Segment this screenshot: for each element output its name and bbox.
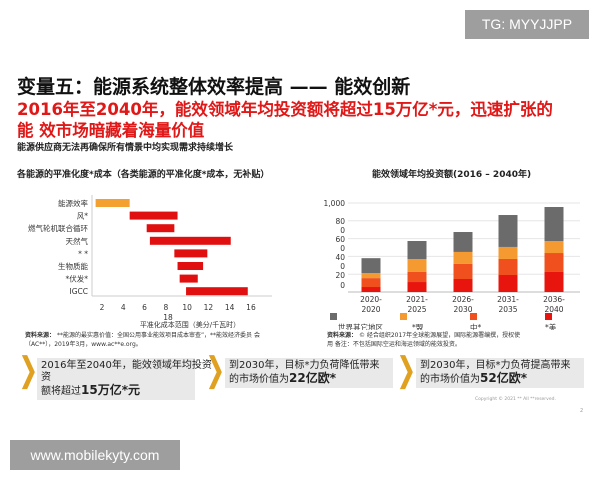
x-tick-label: 2036- (543, 295, 565, 304)
x-tick-label: 2025 (407, 305, 426, 314)
x-tick-label: 18 (163, 313, 173, 322)
range-bar (146, 224, 175, 233)
x-tick-label: 2026- (452, 295, 474, 304)
stacked-bar-segment (361, 273, 381, 279)
range-bar (186, 287, 248, 296)
category-label: IGCC (70, 287, 89, 296)
stacked-bar-segment (544, 271, 564, 292)
category-label: 生物质能 (58, 261, 88, 271)
source-text: © 经合组织2017年全球能源展望，国际能源署编撰，授权使 (358, 332, 521, 339)
category-label: *伏发* (66, 274, 89, 284)
source-label: 资料来源： (25, 332, 56, 339)
stacked-bar-segment (498, 215, 518, 247)
stacked-bar-segment (498, 258, 518, 276)
legend-swatch (470, 313, 477, 320)
range-bar (129, 211, 178, 220)
legend-label: *盟 (412, 323, 424, 330)
callout-box-2: 到2030年，目标*力负荷降低带来 的市场价值为22亿欧* (225, 358, 393, 388)
x-tick-label: 2031- (497, 295, 519, 304)
legend-label: 中* (470, 322, 481, 330)
category-label: 能源效率 (58, 198, 88, 208)
x-tick-label: 16 (246, 303, 256, 312)
category-label: * * (78, 249, 88, 258)
x-tick-label: 2021- (406, 295, 428, 304)
stacked-bar-segment (361, 287, 381, 292)
stacked-bar-segment (407, 241, 427, 260)
category-label: 风* (77, 212, 88, 221)
x-tick-label: 2 (100, 303, 105, 312)
category-label: 燃气轮机联合循环 (28, 223, 88, 233)
callout-box-3: 到2030年，目标*力负荷提高带来 的市场价值为52亿欧* (416, 358, 584, 388)
x-tick-label: 10 (182, 303, 192, 312)
y-tick-label: 0 (340, 262, 345, 271)
stacked-bar-segment (361, 258, 381, 274)
range-bar (179, 274, 198, 283)
legend-label: *美 (545, 322, 557, 330)
stacked-bar-segment (407, 259, 427, 272)
x-tick-label: 8 (163, 303, 168, 312)
stacked-bar-segment (498, 246, 518, 259)
category-label: 天然气 (66, 236, 89, 246)
headline-line-2: 能 效市场暗藏着海量价值 (17, 121, 205, 140)
source-text: **能源的最实惠价值：全国公用事业能效项目成本审查”，**能效经济委员 会 (56, 332, 260, 339)
right-chart-title: 能效领域年均投资额(2016 – 2040年) (372, 170, 532, 180)
y-tick-label: 40 (335, 253, 345, 262)
chevron-icon: ❯ (396, 350, 417, 390)
range-bar (95, 199, 130, 207)
stacked-bar-segment (407, 271, 427, 283)
x-tick-label: 2020- (360, 295, 382, 304)
y-tick-label: 1,000 (324, 199, 346, 208)
range-bar (149, 236, 231, 245)
x-tick-label: 2030 (453, 305, 472, 314)
legend-label: 世界其它地区 (338, 322, 383, 330)
y-tick-label: 20 (335, 271, 345, 280)
legend-swatch (545, 313, 552, 320)
x-tick-label: 14 (225, 303, 235, 312)
stacked-bar-segment (453, 263, 473, 280)
chevron-icon: ❯ (205, 350, 226, 390)
stacked-bar-segment (453, 251, 473, 264)
x-tick-label: 6 (142, 303, 147, 312)
headline-line-1: 2016年至2040年，能效领域年均投资额将超过15万亿*元，迅速扩张的 (17, 100, 553, 119)
y-tick-label: 0 (340, 281, 345, 290)
x-tick-label: 2020 (361, 305, 380, 314)
subheading: 能源供应商无法再确保所有情景中均实现需求持续增长 (17, 143, 234, 153)
stacked-bar-segment (544, 207, 564, 242)
x-tick-label: 4 (121, 303, 126, 312)
left-chart-title: 各能源的平准化度*成本（各类能源的平准化度*成本，无补贴） (17, 170, 270, 180)
investment-stacked-chart: 1,0008006004002002020-20202021-20252026-… (324, 199, 580, 330)
x-tick-label: 12 (204, 303, 214, 312)
stacked-bar-segment (453, 232, 473, 252)
x-axis-title: 平准化成本范围（美分/千瓦时） (140, 320, 240, 329)
source-text-2: （AC**），2019年3月，www.ac**e.org。 (25, 341, 142, 348)
range-bar (174, 249, 208, 258)
x-tick-label: 2040 (544, 305, 563, 314)
y-tick-label: 60 (335, 235, 345, 244)
source-label: 资料来源： (327, 332, 358, 339)
watermark-top: TG: MYYJJPP (465, 10, 589, 39)
y-tick-label: 80 (335, 217, 345, 226)
legend-swatch (400, 313, 407, 320)
chevron-icon: ❯ (18, 350, 39, 390)
stacked-bar-segment (544, 253, 564, 272)
source-text-2: 用 备注：不包括国际空运和海运领域的能效投资。 (327, 341, 461, 348)
stacked-bar-segment (544, 241, 564, 254)
left-source: 资料来源： **能源的最实惠价值：全国公用事业能效项目成本审查”，**能效经济委… (25, 330, 260, 348)
page-number: 2 (580, 408, 584, 414)
watermark-bottom: www.mobilekyty.com (10, 440, 180, 470)
stacked-bar-segment (453, 279, 473, 292)
range-bar (177, 262, 204, 270)
page-title: 变量五：能源系统整体效率提高 —— 能效创新 (17, 76, 411, 98)
stacked-bar-segment (407, 282, 427, 292)
y-tick-label: 0 (340, 244, 345, 253)
callout-box-1: 2016年至2040年，能效领域年均投资资额将超过15万亿*元 (37, 358, 212, 400)
y-tick-label: 0 (340, 226, 345, 235)
copyright: Copyright © 2021 ** All **reserved. (475, 397, 556, 402)
x-tick-label: 2035 (498, 305, 517, 314)
stacked-bar-segment (361, 278, 381, 288)
stacked-bar-segment (498, 275, 518, 292)
right-source: 资料来源： © 经合组织2017年全球能源展望，国际能源署编撰，授权使用 备注：… (327, 330, 520, 348)
legend-swatch (330, 313, 337, 320)
